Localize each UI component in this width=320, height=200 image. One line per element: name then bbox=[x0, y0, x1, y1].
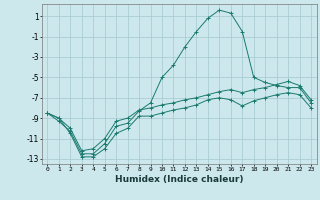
X-axis label: Humidex (Indice chaleur): Humidex (Indice chaleur) bbox=[115, 175, 244, 184]
